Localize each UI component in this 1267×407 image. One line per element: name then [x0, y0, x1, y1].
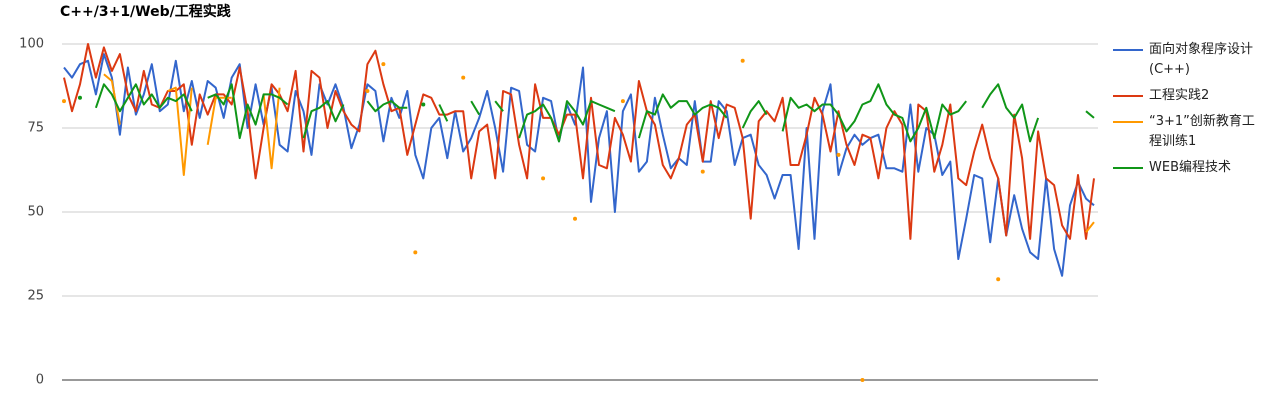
y-tick-label: 0 [36, 373, 44, 388]
point [413, 250, 418, 255]
legend-item: “3+1”创新教育工程训练1 [1113, 112, 1263, 152]
series-line [63, 53, 1095, 277]
legend-item: 工程实践2 [1113, 86, 1263, 106]
legend-label: WEB编程技术 [1149, 160, 1231, 175]
point [620, 99, 625, 104]
legend-label: 面向对象程序设计(C++) [1149, 42, 1254, 77]
legend-swatch [1113, 167, 1143, 169]
legend-swatch [1113, 49, 1143, 51]
chart: C++/3+1/Web/工程实践 0 25 50 75 100 [19, 3, 1098, 388]
chart-title: C++/3+1/Web/工程实践 [60, 3, 231, 20]
point [381, 62, 386, 67]
point [996, 277, 1001, 282]
point [77, 95, 82, 100]
legend-label: “3+1”创新教育工程训练1 [1149, 114, 1255, 149]
legend-swatch [1113, 121, 1143, 123]
point [573, 216, 578, 221]
legend-item: WEB编程技术 [1113, 158, 1263, 178]
point [421, 102, 426, 107]
series-line [63, 43, 1095, 240]
point [541, 176, 546, 181]
series-line [103, 73, 1095, 233]
point [62, 99, 66, 104]
y-tick-label: 25 [27, 289, 44, 304]
y-tick-label: 50 [27, 205, 44, 220]
point [836, 152, 841, 157]
series-line [94, 83, 1095, 143]
legend-label: 工程实践2 [1149, 88, 1210, 103]
legend-swatch [1113, 95, 1143, 97]
legend-item: 面向对象程序设计(C++) [1113, 40, 1263, 80]
point [700, 169, 705, 174]
y-tick-label: 100 [19, 37, 44, 52]
point [461, 75, 466, 80]
y-tick-label: 75 [27, 121, 44, 136]
point [365, 89, 370, 94]
legend: 面向对象程序设计(C++) 工程实践2 “3+1”创新教育工程训练1 WEB编程技术 [1113, 40, 1263, 184]
point [740, 58, 745, 63]
point [860, 378, 865, 382]
